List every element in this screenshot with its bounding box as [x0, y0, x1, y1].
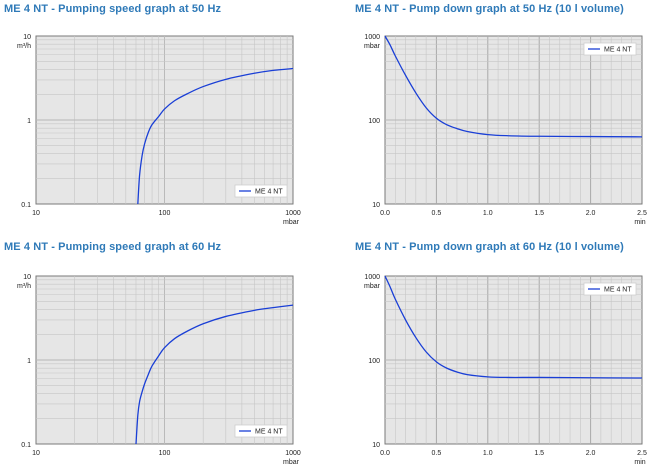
y-tick-label: 10: [23, 34, 31, 41]
x-tick-label: 1.0: [483, 450, 493, 457]
grid: [385, 36, 642, 204]
y-tick-label: 10: [372, 202, 380, 209]
y-tick-label: 1: [27, 118, 31, 125]
series-line: [384, 35, 643, 138]
legend-label: ME 4 NT: [604, 47, 632, 54]
chart-title-speed-60hz: ME 4 NT - Pumping speed graph at 60 Hz: [4, 241, 222, 253]
y-axis-unit: m³/h: [17, 43, 31, 50]
x-tick-label: 1.5: [534, 210, 544, 217]
chart-title-pumpdown-50hz: ME 4 NT - Pump down graph at 50 Hz (10 l…: [355, 3, 624, 15]
series-line: [135, 304, 294, 445]
legend-box: [583, 282, 637, 296]
x-tick-label: 1000: [285, 450, 301, 457]
legend-label: ME 4 NT: [255, 189, 283, 196]
legend: ME 4 NT: [583, 42, 637, 56]
y-axis-unit: mbar: [364, 283, 381, 290]
y-tick-label: 0.1: [21, 202, 31, 209]
y-tick-label: 1: [27, 358, 31, 365]
y-tick-label: 10: [372, 442, 380, 449]
y-axis-unit: m³/h: [17, 283, 31, 290]
y-tick-label: 10: [23, 274, 31, 281]
x-tick-label: 100: [159, 210, 171, 217]
series-line: [384, 275, 643, 379]
series-line: [137, 67, 294, 205]
y-axis-unit: mbar: [364, 43, 381, 50]
x-tick-label: 0.5: [432, 210, 442, 217]
y-tick-label: 100: [368, 358, 380, 365]
y-tick-label: 0.1: [21, 442, 31, 449]
x-tick-label: 2.5: [637, 210, 647, 217]
x-tick-label: 2.5: [637, 450, 647, 457]
grid: [36, 276, 293, 444]
x-tick-label: 10: [32, 210, 40, 217]
x-axis-unit: mbar: [283, 459, 300, 466]
x-tick-label: 0.0: [380, 450, 390, 457]
grid: [36, 36, 293, 204]
legend-box: [583, 42, 637, 56]
x-axis-unit: mbar: [283, 219, 300, 226]
x-axis-unit: min: [634, 459, 645, 466]
legend-box: [234, 184, 288, 198]
x-tick-label: 2.0: [586, 210, 596, 217]
chart-1: 0.0 0.5 1.0 1.5 2.0 2.5 min 10 100 1000 mbar ME 4 N…: [364, 34, 647, 226]
x-tick-label: 1000: [285, 210, 301, 217]
x-tick-label: 0.5: [432, 450, 442, 457]
legend: ME 4 NT: [583, 282, 637, 296]
x-tick-label: 0.0: [380, 210, 390, 217]
y-tick-label: 1000: [364, 34, 380, 41]
chart-title-pumpdown-60hz: ME 4 NT - Pump down graph at 60 Hz (10 l…: [355, 241, 624, 253]
legend: ME 4 NT: [234, 424, 288, 438]
chart-2: 10 100 1000 mbar 0.1 1 10 m³/h ME 4 NT: [17, 274, 301, 466]
x-tick-label: 100: [159, 450, 171, 457]
grid: [385, 276, 642, 444]
x-tick-label: 2.0: [586, 450, 596, 457]
x-tick-label: 1.5: [534, 450, 544, 457]
legend: ME 4 NT: [234, 184, 288, 198]
x-tick-label: 1.0: [483, 210, 493, 217]
y-tick-label: 1000: [364, 274, 380, 281]
chart-0: 10 100 1000 mbar 0.1 1 10 m³/h ME 4 NT: [17, 34, 301, 226]
legend-label: ME 4 NT: [255, 429, 283, 436]
x-axis-unit: min: [634, 219, 645, 226]
legend-label: ME 4 NT: [604, 287, 632, 294]
chart-title-speed-50hz: ME 4 NT - Pumping speed graph at 50 Hz: [4, 3, 222, 15]
chart-3: 0.0 0.5 1.0 1.5 2.0 2.5 min 10 100 1000 mbar ME 4 N…: [364, 274, 647, 466]
y-tick-label: 100: [368, 118, 380, 125]
x-tick-label: 10: [32, 450, 40, 457]
legend-box: [234, 424, 288, 438]
